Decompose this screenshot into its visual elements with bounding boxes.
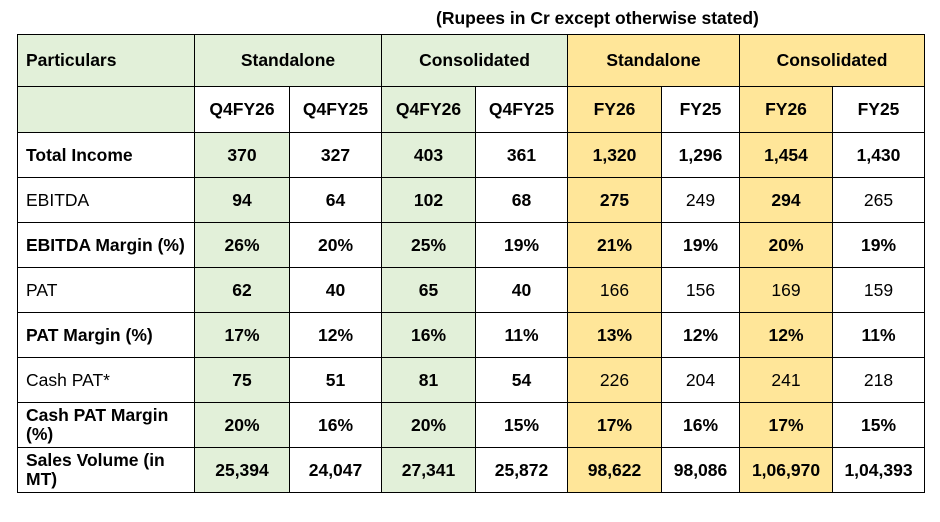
value-cell: 81 [381,357,476,403]
table-row: Sales Volume (in MT) 25,394 24,047 27,341 25… [17,447,925,493]
value-cell: 16% [381,312,476,358]
value-cell: 40 [289,267,382,313]
period-header: FY26 [567,86,662,133]
value-cell: 265 [832,177,925,223]
value-cell: 249 [661,177,740,223]
period-header: FY26 [739,86,833,133]
value-cell: 62 [194,267,290,313]
value-cell: 27,341 [381,447,476,493]
value-cell: 98,086 [661,447,740,493]
value-cell: 241 [739,357,833,403]
value-cell: 156 [661,267,740,313]
value-cell: 403 [381,132,476,178]
value-cell: 1,04,393 [832,447,925,493]
value-cell: 17% [567,402,662,448]
value-cell: 16% [661,402,740,448]
value-cell: 68 [475,177,568,223]
table-row: PAT Margin (%) 17% 12% 16% 11% 13% 12% 12% 11% [17,312,925,358]
value-cell: 294 [739,177,833,223]
value-cell: 1,320 [567,132,662,178]
value-cell: 218 [832,357,925,403]
table-row: PAT 62 40 65 40 166 156 169 159 [17,267,925,313]
table-row: EBITDA 94 64 102 68 275 249 294 265 [17,177,925,223]
value-cell: 24,047 [289,447,382,493]
value-cell: 12% [289,312,382,358]
value-cell: 54 [475,357,568,403]
units-note: (Rupees in Cr except otherwise stated) [436,8,759,28]
particulars-header: Particulars [17,34,195,87]
value-cell: 94 [194,177,290,223]
value-cell: 19% [475,222,568,268]
value-cell: 51 [289,357,382,403]
value-cell: 17% [194,312,290,358]
value-cell: 204 [661,357,740,403]
value-cell: 19% [661,222,740,268]
value-cell: 159 [832,267,925,313]
value-cell: 20% [289,222,382,268]
table-row: EBITDA Margin (%) 26% 20% 25% 19% 21% 19% 20% 19… [17,222,925,268]
value-cell: 64 [289,177,382,223]
row-label: EBITDA [17,177,195,223]
value-cell: 26% [194,222,290,268]
row-label: PAT [17,267,195,313]
period-header-blank [17,86,195,133]
row-label: Total Income [17,132,195,178]
group-header-standalone-quarter: Standalone [194,34,382,87]
value-cell: 1,296 [661,132,740,178]
group-header-consolidated-quarter: Consolidated [381,34,568,87]
value-cell: 370 [194,132,290,178]
table-row: Total Income 370 327 403 361 1,320 1,296 1,454 1… [17,132,925,178]
row-label: Cash PAT* [17,357,195,403]
group-header-standalone-year: Standalone [567,34,740,87]
value-cell: 16% [289,402,382,448]
value-cell: 12% [739,312,833,358]
period-header: Q4FY25 [289,86,382,133]
value-cell: 15% [832,402,925,448]
table-row: Cash PAT Margin (%) 20% 16% 20% 15% 17% 16% 17%… [17,402,925,448]
value-cell: 25,872 [475,447,568,493]
value-cell: 275 [567,177,662,223]
value-cell: 40 [475,267,568,313]
row-label: Cash PAT Margin (%) [17,402,195,448]
period-header: Q4FY26 [381,86,476,133]
value-cell: 1,430 [832,132,925,178]
value-cell: 12% [661,312,740,358]
value-cell: 13% [567,312,662,358]
row-label: Sales Volume (in MT) [17,447,195,493]
period-header: FY25 [661,86,740,133]
value-cell: 17% [739,402,833,448]
value-cell: 20% [194,402,290,448]
value-cell: 65 [381,267,476,313]
value-cell: 20% [381,402,476,448]
period-header: Q4FY25 [475,86,568,133]
financial-results-table: Particulars Standalone Consolidated Stan… [17,34,925,493]
period-header: FY25 [832,86,925,133]
value-cell: 20% [739,222,833,268]
value-cell: 11% [832,312,925,358]
row-label: EBITDA Margin (%) [17,222,195,268]
value-cell: 11% [475,312,568,358]
period-header-row: Q4FY26 Q4FY25 Q4FY26 Q4FY25 FY26 FY25 FY… [17,86,925,133]
value-cell: 169 [739,267,833,313]
value-cell: 15% [475,402,568,448]
period-header: Q4FY26 [194,86,290,133]
value-cell: 19% [832,222,925,268]
value-cell: 102 [381,177,476,223]
value-cell: 361 [475,132,568,178]
group-header-row: Particulars Standalone Consolidated Stan… [17,34,925,87]
value-cell: 21% [567,222,662,268]
table-row: Cash PAT* 75 51 81 54 226 204 241 218 [17,357,925,403]
value-cell: 166 [567,267,662,313]
value-cell: 25% [381,222,476,268]
value-cell: 1,06,970 [739,447,833,493]
value-cell: 327 [289,132,382,178]
value-cell: 25,394 [194,447,290,493]
value-cell: 75 [194,357,290,403]
group-header-consolidated-year: Consolidated [739,34,925,87]
value-cell: 1,454 [739,132,833,178]
value-cell: 226 [567,357,662,403]
row-label: PAT Margin (%) [17,312,195,358]
value-cell: 98,622 [567,447,662,493]
